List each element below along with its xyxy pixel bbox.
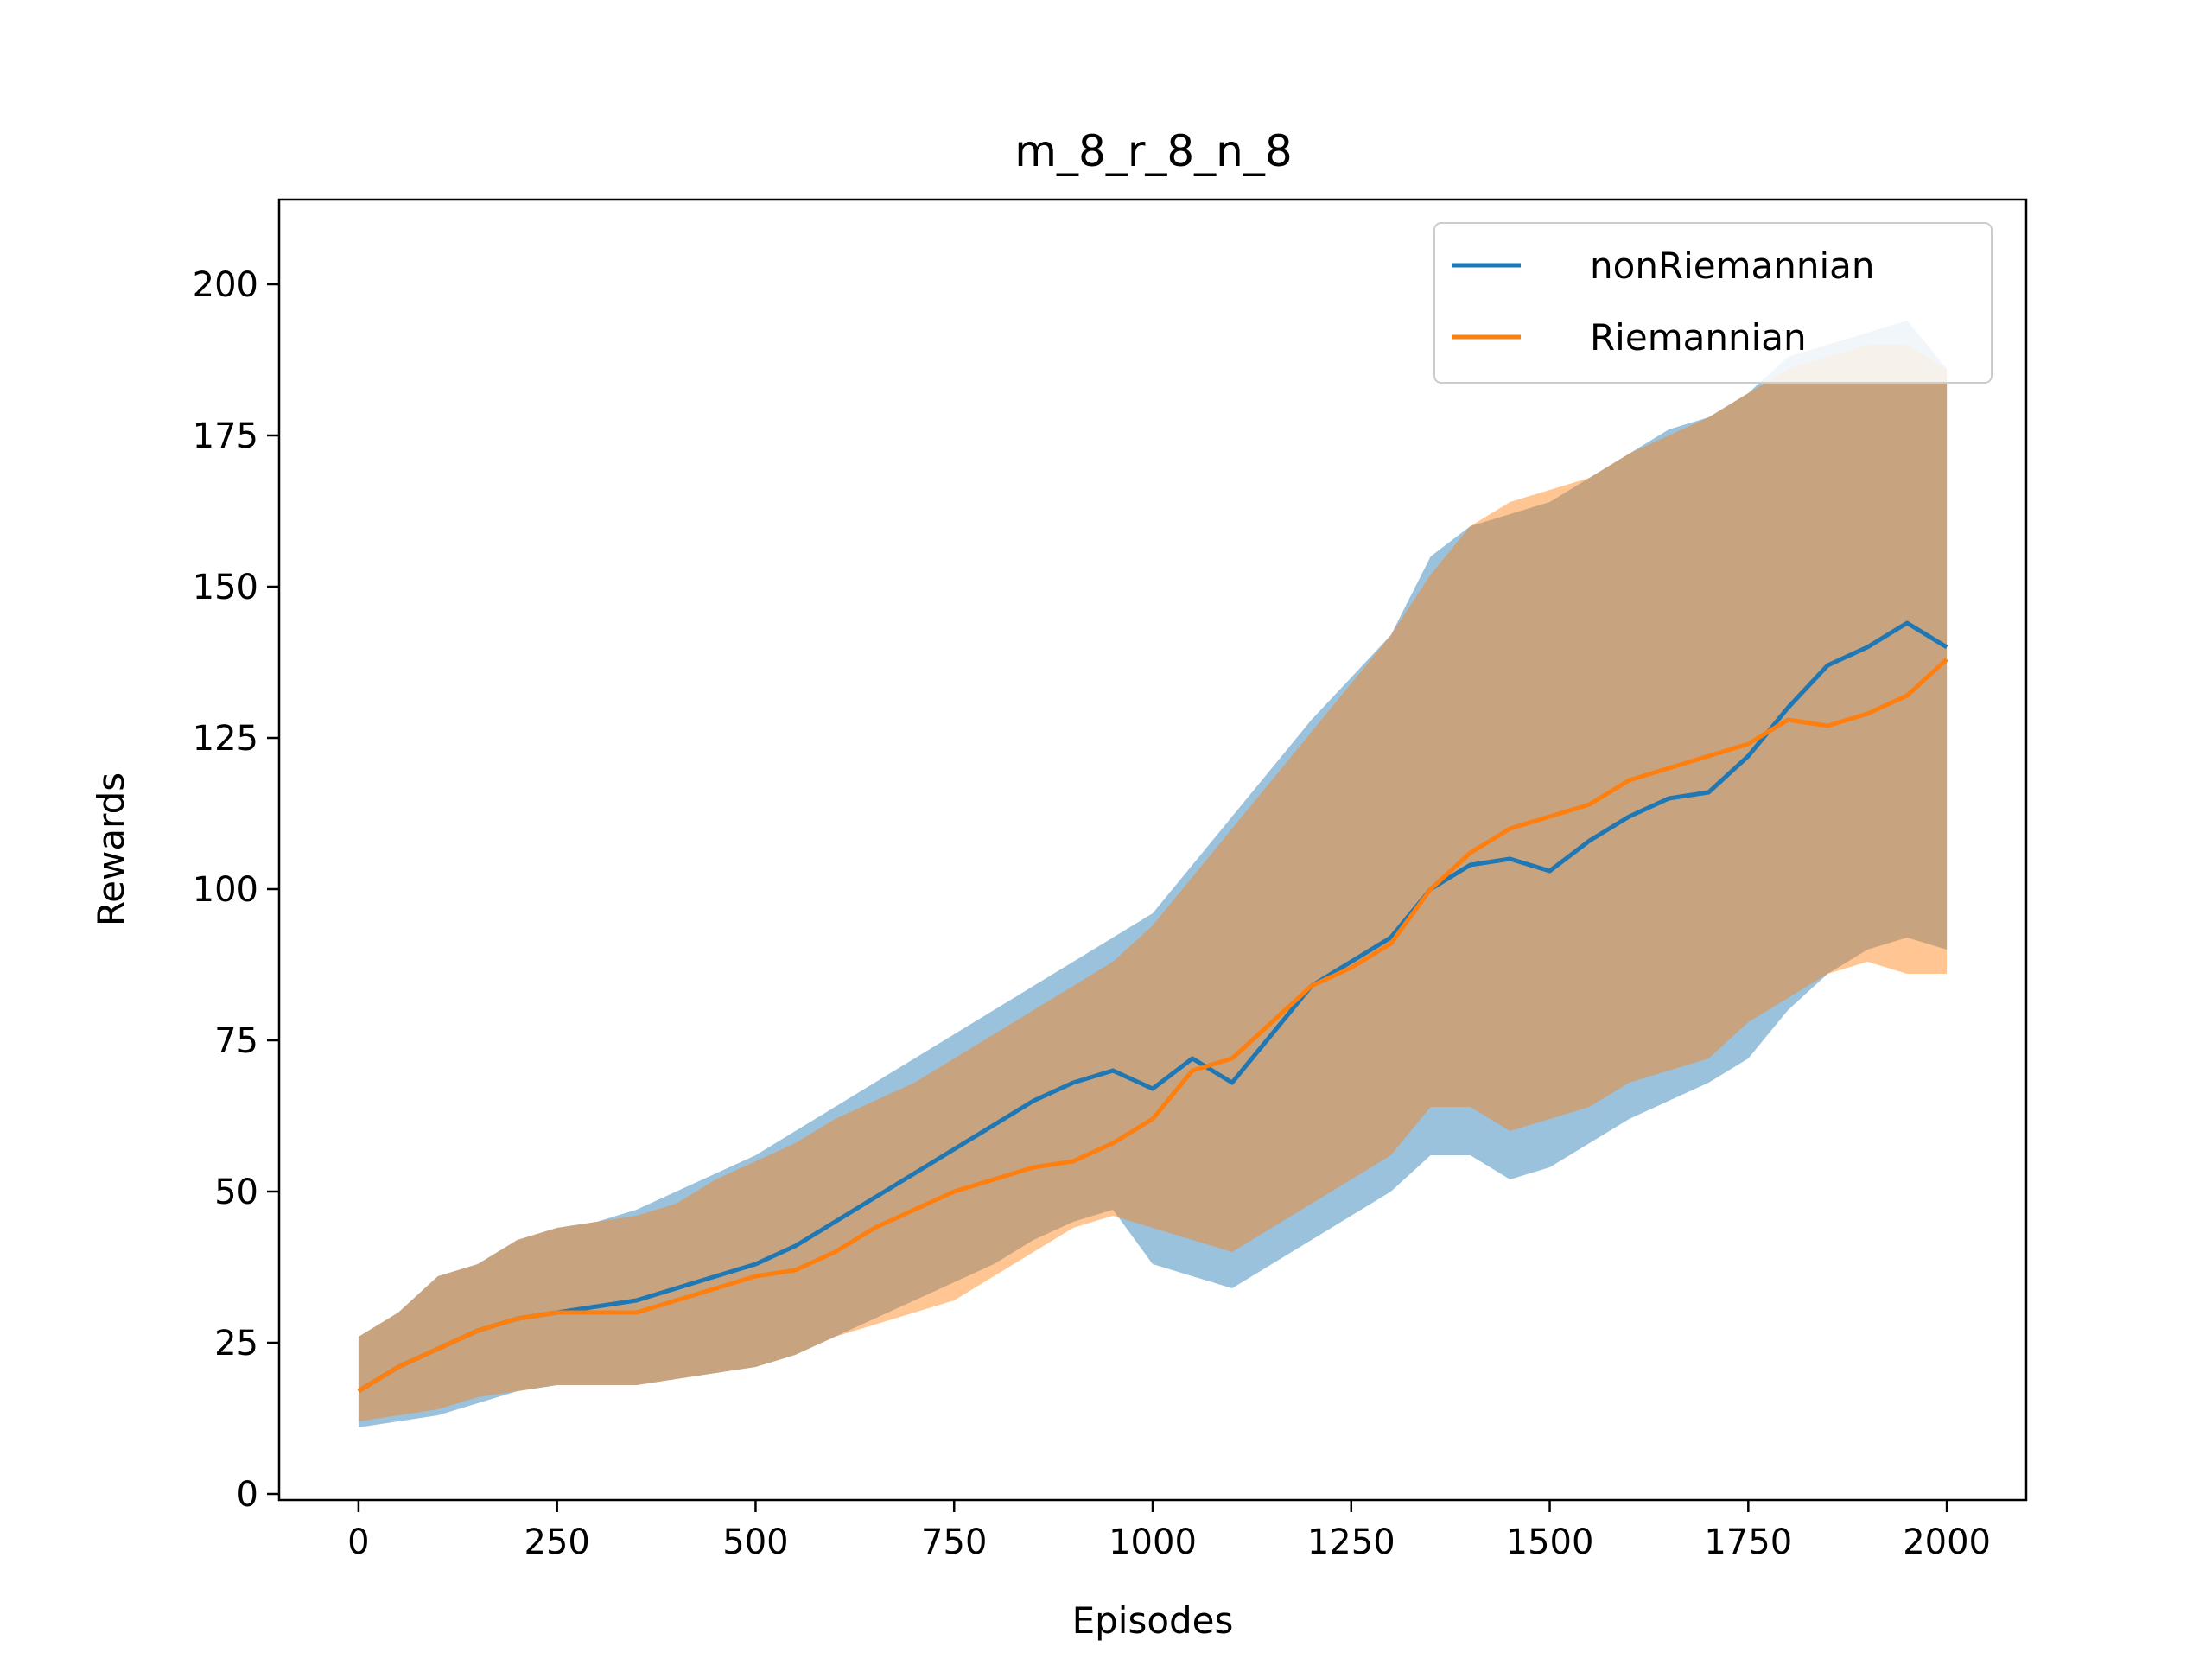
chart-title: m_8_r_8_n_8	[1014, 126, 1292, 176]
band-riemannian	[358, 345, 1948, 1421]
y-tick-label: 25	[214, 1324, 258, 1363]
x-axis-ticks: 0 250 500 750 1000 1250 1500 1750 2000	[347, 1500, 1991, 1562]
y-tick-label: 75	[214, 1021, 258, 1061]
y-tick-label: 100	[193, 870, 258, 910]
line-nonriemannian	[357, 620, 1948, 1394]
y-tick-label: 200	[193, 265, 258, 305]
x-tick-label: 750	[921, 1522, 987, 1562]
legend: nonRiemannian Riemannian	[1433, 222, 1993, 384]
x-tick-label: 0	[347, 1522, 369, 1562]
y-tick-label: 125	[193, 719, 258, 759]
x-tick-label: 2000	[1903, 1522, 1991, 1562]
y-axis-label: Rewards	[90, 772, 132, 926]
series-lines	[357, 620, 1948, 1394]
legend-box	[1433, 222, 1993, 384]
x-tick-label: 1750	[1704, 1522, 1792, 1562]
confidence-bands	[358, 321, 1948, 1427]
y-tick-label: 150	[193, 568, 258, 607]
y-tick-label: 0	[237, 1475, 258, 1515]
legend-label-riemannian: Riemannian	[1590, 316, 1807, 359]
band-nonriemannian	[358, 321, 1948, 1427]
x-axis-label: Episodes	[1072, 1599, 1234, 1642]
x-tick-label: 1500	[1506, 1522, 1594, 1562]
y-axis-ticks: 0 25 50 75 100 125 150 175 200	[193, 265, 279, 1515]
x-tick-label: 250	[524, 1522, 590, 1562]
x-tick-label: 1000	[1109, 1522, 1197, 1562]
y-tick-label: 175	[193, 416, 258, 456]
line-riemannian	[357, 658, 1948, 1394]
x-tick-label: 1250	[1307, 1522, 1395, 1562]
x-tick-label: 500	[722, 1522, 788, 1562]
legend-label-nonriemannian: nonRiemannian	[1590, 245, 1875, 287]
y-tick-label: 50	[214, 1173, 258, 1212]
